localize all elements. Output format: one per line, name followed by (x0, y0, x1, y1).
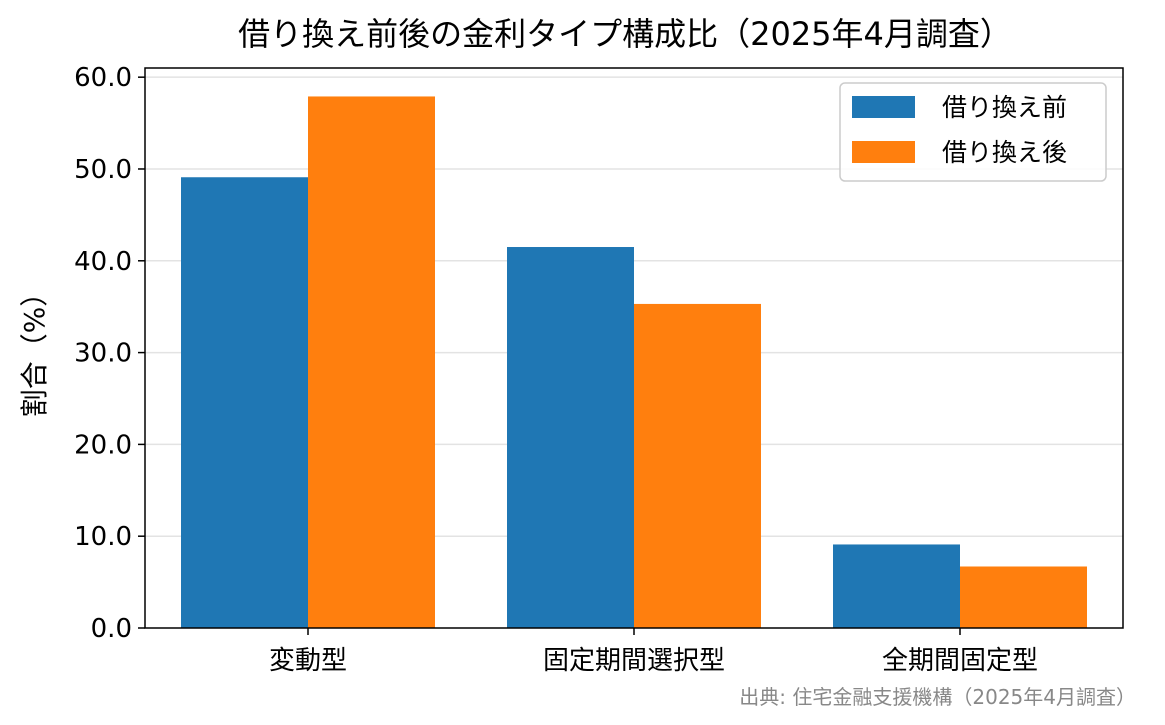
y-tick-label: 0.0 (91, 614, 132, 644)
y-axis-label: 割合（%） (18, 279, 51, 418)
x-tick-label: 固定期間選択型 (543, 646, 725, 676)
bar-before-1 (507, 247, 634, 628)
bars (181, 96, 1087, 629)
bar-before-0 (181, 177, 308, 628)
legend-label-0: 借り換え前 (942, 93, 1067, 122)
y-tick-label: 50.0 (74, 155, 132, 185)
y-tick-label: 20.0 (74, 430, 132, 460)
source-note: 出典: 住宅金融支援機構（2025年4月調査） (739, 685, 1136, 709)
y-tick-label: 40.0 (74, 247, 132, 277)
y-tick-label: 30.0 (74, 339, 132, 369)
bar-after-0 (308, 96, 435, 629)
legend-label-1: 借り換え後 (942, 138, 1067, 167)
x-axis-ticks: 変動型 固定期間選択型 全期間固定型 (269, 628, 1038, 676)
y-axis-ticks: 0.0 10.0 20.0 30.0 40.0 50.0 60.0 (74, 63, 145, 644)
x-tick-label: 変動型 (269, 646, 347, 676)
legend-swatch-0 (852, 96, 915, 118)
chart-title: 借り換え前後の金利タイプ構成比（2025年4月調査） (238, 15, 1012, 53)
x-tick-label: 全期間固定型 (882, 646, 1038, 676)
y-tick-label: 10.0 (74, 522, 132, 552)
y-tick-label: 60.0 (74, 63, 132, 93)
bar-before-2 (833, 544, 960, 628)
bar-after-2 (960, 566, 1087, 628)
legend-swatch-1 (852, 141, 915, 163)
bar-after-1 (634, 303, 761, 628)
